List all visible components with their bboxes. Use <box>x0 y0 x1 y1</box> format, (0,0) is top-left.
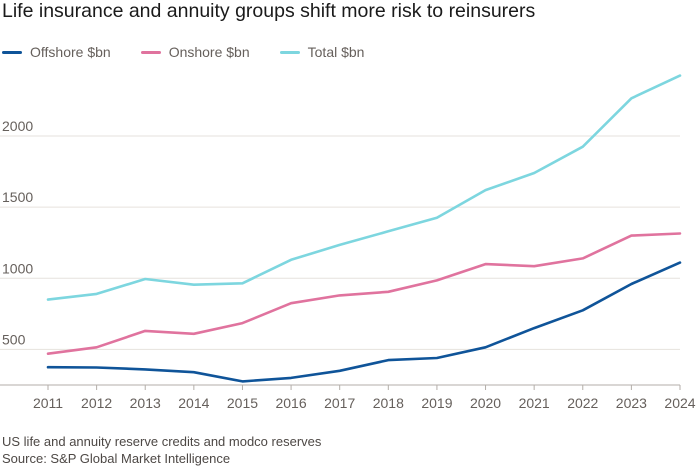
legend-swatch <box>279 50 300 54</box>
x-tick-label: 2011 <box>33 395 63 411</box>
chart-source: Source: S&P Global Market Intelligence <box>2 451 231 466</box>
x-tick-label: 2013 <box>130 395 161 411</box>
line-chart: 500 1000 1500 2000 2011 2012 2013 2014 2015 2016 2… <box>0 74 696 411</box>
x-tick-label: 2017 <box>324 395 355 411</box>
legend-swatch <box>140 50 161 54</box>
legend-label: Total $bn <box>307 44 365 60</box>
y-tick-label: 1000 <box>2 260 33 276</box>
chart-legend: Offshore $bn Onshore $bn Total $bn <box>2 44 394 60</box>
legend-item-2: Total $bn <box>279 44 365 60</box>
y-tick-label: 500 <box>2 331 26 347</box>
x-tick-label: 2021 <box>519 395 550 411</box>
legend-item-0: Offshore $bn <box>2 44 111 60</box>
x-tick-label: 2023 <box>616 395 647 411</box>
series-line-onshore <box>46 232 682 356</box>
legend-label: Offshore $bn <box>30 44 111 60</box>
x-tick-label: 2019 <box>421 395 452 411</box>
legend-swatch <box>2 50 22 54</box>
x-tick-label: 2014 <box>178 395 209 411</box>
chart-subtitle-note: US life and annuity reserve credits and … <box>2 434 322 449</box>
x-tick-label: 2024 <box>664 395 695 411</box>
x-tick-label: 2018 <box>373 395 404 411</box>
x-tick-label: 2022 <box>567 395 598 411</box>
y-tick-label: 2000 <box>2 118 33 134</box>
x-tick-label: 2016 <box>275 395 306 411</box>
series-line-offshore <box>46 261 682 383</box>
legend-label: Onshore $bn <box>168 44 250 60</box>
chart-title: Life insurance and annuity groups shift … <box>2 0 536 22</box>
chart-notes: US life and annuity reserve credits and … <box>2 433 321 467</box>
x-tick-label: 2012 <box>81 395 112 411</box>
x-tick-label: 2020 <box>470 395 501 411</box>
x-tick-label: 2015 <box>227 395 258 411</box>
series-line-total <box>46 74 682 301</box>
legend-item-1: Onshore $bn <box>140 44 250 60</box>
y-tick-label: 1500 <box>2 189 33 205</box>
